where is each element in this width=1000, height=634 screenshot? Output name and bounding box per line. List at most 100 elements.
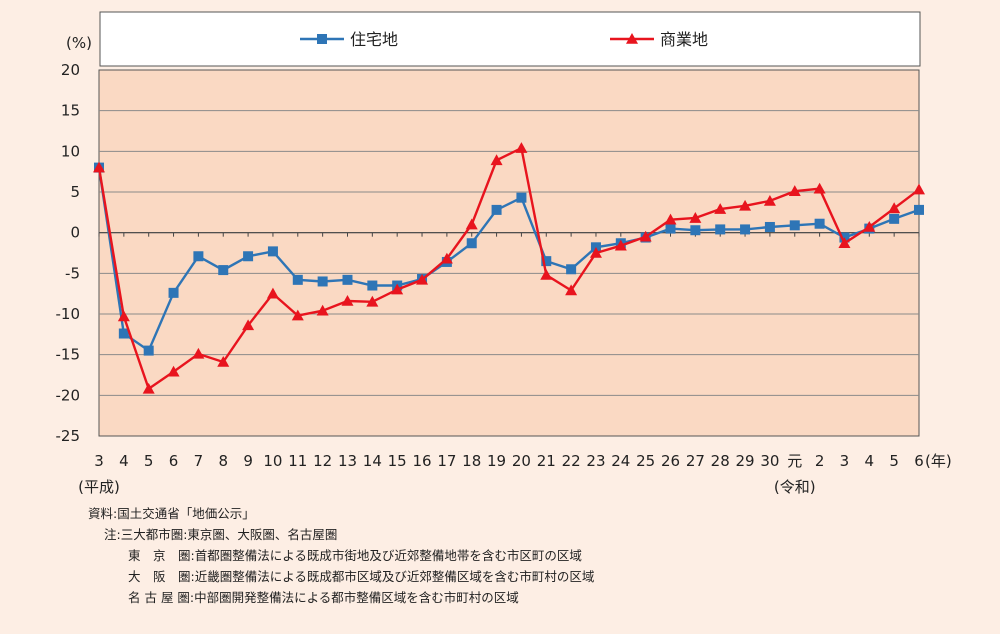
data-point <box>888 202 901 214</box>
data-point <box>316 304 329 316</box>
x-tick-label: 4 <box>865 452 875 470</box>
data-point <box>416 273 429 285</box>
data-point <box>541 256 552 267</box>
data-point <box>341 294 354 306</box>
data-point <box>639 230 652 242</box>
y-tick-label: -10 <box>56 305 81 323</box>
y-tick-label: 5 <box>70 183 80 201</box>
data-point <box>466 238 477 249</box>
data-point <box>142 382 155 394</box>
data-point <box>665 223 676 234</box>
x-tick-label: 22 <box>562 452 581 470</box>
data-point <box>366 295 379 307</box>
data-point <box>589 247 602 258</box>
data-point <box>789 220 800 231</box>
series-commercial <box>93 142 925 394</box>
data-point <box>267 246 278 257</box>
data-point <box>814 218 825 229</box>
y-tick-label: -20 <box>56 386 81 404</box>
x-tick-label: 3 <box>840 452 850 470</box>
data-point <box>342 274 353 285</box>
data-point <box>714 203 727 214</box>
data-point <box>93 161 105 173</box>
data-point <box>490 154 503 166</box>
x-tick-label: 20 <box>512 452 531 470</box>
data-point <box>516 192 527 203</box>
data-point <box>367 280 378 291</box>
x-tick-label: 17 <box>437 452 456 470</box>
y-unit-label: (%) <box>66 34 92 52</box>
legend-label: 商業地 <box>660 30 708 49</box>
data-point <box>764 221 775 232</box>
y-tick-label: -25 <box>56 427 81 445</box>
data-point <box>143 345 154 356</box>
data-point <box>614 239 627 251</box>
data-point <box>889 213 900 224</box>
x-tick-label: 5 <box>144 452 154 470</box>
x-tick-label: 7 <box>194 452 204 470</box>
x-tick-label: 元 <box>787 452 802 470</box>
x-tick-label: 8 <box>218 452 228 470</box>
data-point <box>739 199 752 211</box>
x-tick-label: 24 <box>611 452 630 470</box>
x-tick-label: 5 <box>889 452 899 470</box>
data-point <box>465 218 478 230</box>
data-point <box>266 287 279 299</box>
x-tick-label: 19 <box>487 452 506 470</box>
data-point <box>292 274 303 285</box>
legend-entry: 住宅地 <box>300 30 398 49</box>
data-point <box>218 265 229 276</box>
x-tick-label: 21 <box>537 452 556 470</box>
plot-area <box>98 69 920 437</box>
data-point <box>565 284 578 296</box>
source-note: 資料:国土交通省「地価公示」 <box>88 506 255 521</box>
data-point <box>740 224 751 235</box>
data-point <box>813 182 826 194</box>
y-tick-label: 10 <box>61 142 80 160</box>
data-point <box>763 194 776 206</box>
x-tick-label: 6 <box>914 452 924 470</box>
x-tick-label: 18 <box>462 452 481 470</box>
x-tick-label: 25 <box>636 452 655 470</box>
x-tick-label: 11 <box>288 452 307 470</box>
data-point <box>664 213 677 225</box>
x-tick-label: 15 <box>388 452 407 470</box>
x-tick-label: 30 <box>760 452 779 470</box>
definition-note: 注:三大都市圏:東京圏、大阪圏、名古屋圏 <box>104 527 338 542</box>
legend-box <box>99 11 921 67</box>
data-point <box>167 365 180 377</box>
data-point <box>863 220 876 232</box>
osaka-area-note: 大 阪 圏:近畿圏整備法による既成都市区域及び近郊整備区域を含む市町村の区域 <box>128 569 595 584</box>
data-point <box>217 355 230 367</box>
x-tick-label: 6 <box>169 452 179 470</box>
data-point <box>192 347 205 359</box>
x-tick-label: 23 <box>586 452 605 470</box>
data-point <box>491 204 502 215</box>
x-tick-label: 3 <box>94 452 104 470</box>
x-tick-label: 2 <box>815 452 825 470</box>
x-tick-label: 13 <box>338 452 357 470</box>
data-point <box>689 212 702 223</box>
data-point <box>540 268 553 280</box>
data-point <box>242 319 255 331</box>
data-point <box>193 251 204 262</box>
y-tick-label: -5 <box>65 264 80 282</box>
x-unit-label: (年) <box>925 452 952 470</box>
data-point <box>317 276 328 287</box>
legend-label: 住宅地 <box>350 30 398 49</box>
legend-marker <box>626 33 638 44</box>
x-tick-label: 9 <box>243 452 253 470</box>
data-point <box>118 328 129 339</box>
x-tick-label: 10 <box>263 452 282 470</box>
y-tick-label: -15 <box>56 346 81 364</box>
x-tick-label: 28 <box>711 452 730 470</box>
data-point <box>515 142 528 153</box>
y-tick-label: 15 <box>61 102 80 120</box>
x-tick-label: 12 <box>313 452 332 470</box>
legend-marker <box>317 34 327 44</box>
data-point <box>838 237 851 249</box>
data-point <box>117 310 130 322</box>
